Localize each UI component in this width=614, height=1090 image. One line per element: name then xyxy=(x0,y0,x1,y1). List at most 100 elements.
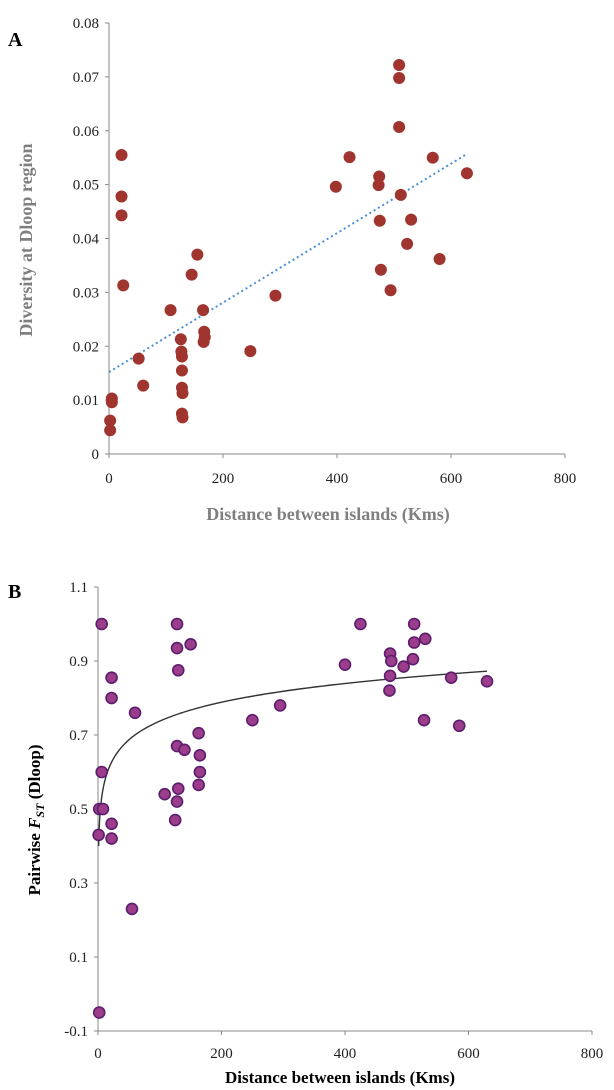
y-tick-label-5: 0.9 xyxy=(69,654,88,670)
y-tick-label-4: 0.04 xyxy=(73,232,100,248)
panel-a-x-ticks: 0 200 400 600 800 xyxy=(105,454,576,487)
data-point-29 xyxy=(373,170,386,183)
x-tick-label-4: 800 xyxy=(554,471,577,487)
data-point-39 xyxy=(418,632,432,646)
panel-b-y-ticks: -0.1 0.1 0.3 0.5 0.7 0.9 1.1 xyxy=(64,580,98,1040)
data-point-0 xyxy=(115,148,128,161)
data-point-4 xyxy=(95,765,109,779)
data-point-24 xyxy=(193,765,207,779)
y-tick-label-6: 1.1 xyxy=(69,580,88,596)
data-point-7 xyxy=(105,691,118,705)
data-point-15 xyxy=(171,663,185,677)
y-tick-label-8: 0.08 xyxy=(73,16,99,32)
data-point-7 xyxy=(105,396,118,409)
data-point-26 xyxy=(269,289,282,302)
data-point-14 xyxy=(170,641,184,655)
data-point-31 xyxy=(385,654,398,668)
data-point-5 xyxy=(96,802,110,816)
data-point-10 xyxy=(164,304,177,317)
data-point-17 xyxy=(171,782,185,795)
data-point-9 xyxy=(105,832,118,845)
data-point-37 xyxy=(394,188,407,201)
data-point-13 xyxy=(175,350,188,363)
panel-a-trendline xyxy=(108,154,466,373)
y-tick-label-2: 0.02 xyxy=(73,339,99,355)
data-point-0 xyxy=(92,828,105,842)
data-point-5 xyxy=(104,424,117,437)
panel-b-x-ticks: 0 200 400 600 800 xyxy=(94,1031,603,1062)
x-tick-label-2: 400 xyxy=(334,1046,357,1062)
data-point-38 xyxy=(417,713,431,727)
data-point-26 xyxy=(246,713,259,727)
data-point-18 xyxy=(170,795,184,808)
panel-a-points xyxy=(104,59,473,437)
data-point-19 xyxy=(185,268,198,281)
data-point-21 xyxy=(184,638,197,651)
data-point-33 xyxy=(383,684,396,697)
data-point-30 xyxy=(372,179,385,192)
y-tick-label-2: 0.3 xyxy=(69,876,88,892)
panel-b-y-title-post: (Dloop) xyxy=(25,745,44,804)
panel-b-y-title-sub: ST xyxy=(33,803,47,818)
data-point-40 xyxy=(444,671,458,684)
panel-b-letter: B xyxy=(8,581,21,603)
data-point-14 xyxy=(175,364,188,377)
data-point-19 xyxy=(168,813,182,827)
data-point-32 xyxy=(374,263,387,276)
data-point-3 xyxy=(95,617,109,631)
data-point-42 xyxy=(480,675,494,688)
y-tick-label-7: 0.07 xyxy=(73,70,100,86)
data-point-34 xyxy=(397,660,410,673)
x-tick-label-3: 600 xyxy=(440,471,463,487)
panel-a-letter: A xyxy=(8,29,23,51)
data-point-2 xyxy=(92,1006,106,1019)
y-tick-label-1: 0.1 xyxy=(69,950,88,966)
data-point-10 xyxy=(125,902,139,916)
panel-b-points xyxy=(92,617,494,1019)
y-tick-label-5: 0.05 xyxy=(73,178,99,194)
data-point-25 xyxy=(192,778,205,792)
data-point-6 xyxy=(105,671,118,684)
data-point-33 xyxy=(384,284,397,297)
data-point-20 xyxy=(178,743,191,757)
data-point-37 xyxy=(407,636,421,649)
data-point-13 xyxy=(170,617,184,631)
y-tick-label-6: 0.06 xyxy=(73,124,100,140)
data-point-3 xyxy=(117,279,130,292)
x-tick-label-1: 200 xyxy=(210,1046,233,1062)
data-point-41 xyxy=(452,719,466,733)
x-tick-label-4: 800 xyxy=(581,1046,604,1062)
data-point-24 xyxy=(197,335,210,348)
y-tick-label-3: 0.03 xyxy=(73,285,99,301)
data-point-8 xyxy=(132,352,145,365)
data-point-34 xyxy=(393,59,406,72)
data-point-40 xyxy=(426,151,439,164)
data-point-27 xyxy=(273,699,287,712)
x-tick-label-2: 400 xyxy=(326,471,349,487)
data-point-41 xyxy=(433,252,446,265)
x-tick-label-0: 0 xyxy=(94,1046,102,1062)
data-point-29 xyxy=(354,617,367,631)
data-point-4 xyxy=(104,414,117,427)
y-tick-label-0: 0 xyxy=(92,447,100,463)
data-point-25 xyxy=(244,345,257,358)
data-point-8 xyxy=(105,817,118,831)
data-point-12 xyxy=(158,787,171,801)
data-point-23 xyxy=(193,749,207,762)
x-tick-label-1: 200 xyxy=(212,471,235,487)
data-point-16 xyxy=(176,387,189,400)
panel-a-x-axis-title: Distance between islands (Kms) xyxy=(206,504,450,525)
panel-b-chart: B -0.1 0.1 0.3 0.5 0.7 0.9 1.1 0 200 400 600 800 D… xyxy=(8,580,603,1087)
data-point-9 xyxy=(137,379,150,392)
x-tick-label-0: 0 xyxy=(105,471,113,487)
data-point-27 xyxy=(329,180,342,193)
data-point-22 xyxy=(192,726,205,740)
data-point-39 xyxy=(405,213,418,226)
data-point-32 xyxy=(383,669,397,683)
data-point-20 xyxy=(191,248,204,261)
panel-b-x-axis-title: Distance between islands (Kms) xyxy=(225,1068,455,1087)
data-point-36 xyxy=(407,617,421,631)
data-point-38 xyxy=(401,237,414,250)
data-point-35 xyxy=(393,71,406,84)
